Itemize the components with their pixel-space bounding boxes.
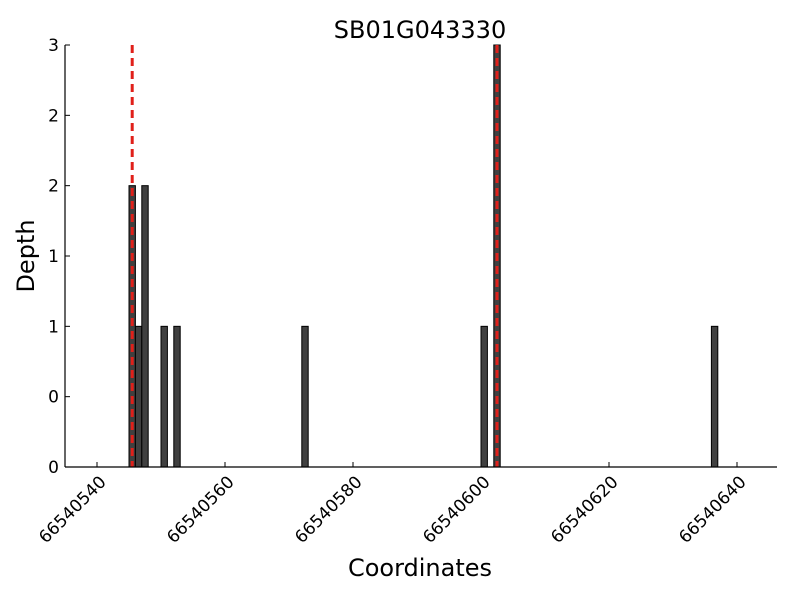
x-tick-label: 66540580 (291, 472, 366, 547)
bar (301, 325, 309, 468)
bar (173, 325, 181, 468)
bar (141, 185, 149, 468)
y-tick-label: 1 (48, 317, 59, 337)
y-tick-label: 1 (48, 247, 59, 267)
x-tick-label: 66540620 (547, 472, 622, 547)
bar (480, 325, 488, 468)
x-tick-label: 66540600 (419, 472, 494, 547)
y-tick-label: 3 (48, 36, 59, 56)
y-tick-label: 0 (48, 458, 59, 478)
bar (710, 325, 719, 468)
y-tick-label: 2 (48, 106, 59, 126)
x-axis-label: Coordinates (348, 554, 492, 582)
bar (160, 325, 168, 468)
x-tick-label: 66540560 (163, 472, 238, 547)
chart-title: SB01G043330 (334, 16, 506, 44)
y-tick-label: 0 (48, 388, 59, 408)
bar (134, 325, 143, 468)
y-tick-label: 2 (48, 177, 59, 197)
y-axis-label: Depth (12, 219, 40, 292)
x-tick-label: 66540640 (675, 472, 750, 547)
x-tick-label: 66540540 (35, 472, 110, 547)
